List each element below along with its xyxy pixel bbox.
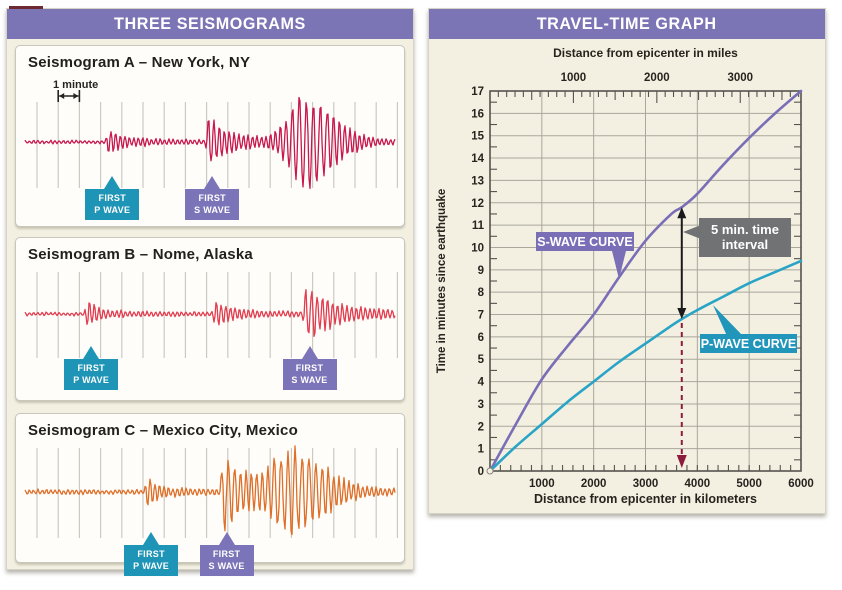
svg-text:10: 10 <box>471 242 484 254</box>
svg-text:1: 1 <box>478 444 485 456</box>
svg-text:14: 14 <box>471 153 484 165</box>
seismogram-trace <box>24 272 398 358</box>
seismogram-title: Seismogram A – New York, NY <box>28 54 251 71</box>
svg-text:Time in minutes since earthqua: Time in minutes since earthquake <box>436 189 448 374</box>
svg-text:8: 8 <box>478 287 485 299</box>
svg-text:15: 15 <box>471 131 484 143</box>
callout-label: FIRST S WAVE <box>199 545 254 577</box>
svg-text:3000: 3000 <box>727 72 753 84</box>
svg-text:5: 5 <box>478 354 485 366</box>
svg-text:S-WAVE CURVE: S-WAVE CURVE <box>537 235 632 249</box>
callout-pointer <box>83 346 100 359</box>
svg-text:4000: 4000 <box>685 478 711 490</box>
svg-text:0: 0 <box>478 466 484 478</box>
first-s-wave-callout: FIRST S WAVE <box>282 346 337 391</box>
svg-text:7: 7 <box>478 310 484 322</box>
seismogram-trace <box>24 445 398 538</box>
callout-pointer <box>143 532 160 545</box>
svg-text:12: 12 <box>471 198 484 210</box>
callout-label: FIRST S WAVE <box>185 189 240 221</box>
callout-pointer <box>104 176 121 189</box>
first-p-wave-callout: FIRST P WAVE <box>124 532 179 577</box>
svg-text:11: 11 <box>472 220 485 232</box>
callout-pointer <box>301 346 318 359</box>
svg-text:6: 6 <box>478 332 484 344</box>
svg-text:2: 2 <box>478 421 484 433</box>
callout-label: FIRST P WAVE <box>64 359 119 391</box>
callout-pointer <box>204 176 221 189</box>
svg-text:2000: 2000 <box>644 72 670 84</box>
seismogram-trace: 1 minute <box>24 79 398 190</box>
p-wave-curve <box>488 259 803 473</box>
callout-label: FIRST P WAVE <box>124 545 179 577</box>
svg-text:Distance from epicenter in kil: Distance from epicenter in kilometers <box>534 492 757 506</box>
callout-label: FIRST S WAVE <box>282 359 337 391</box>
svg-text:3000: 3000 <box>633 478 659 490</box>
seismograms-panel: THREE SEISMOGRAMS Seismogram A – New Yor… <box>6 6 414 577</box>
travel-time-header: TRAVEL-TIME GRAPH <box>429 9 825 39</box>
svg-text:1000: 1000 <box>561 72 587 84</box>
seismogram-card: Seismogram C – Mexico City, Mexico FIRST P… <box>15 413 405 577</box>
travel-time-graph: Distance from epicenter in miles 1000 2000… <box>436 46 814 506</box>
first-s-wave-callout: FIRST S WAVE <box>185 176 240 221</box>
svg-text:16: 16 <box>471 108 484 120</box>
travel-time-panel: TRAVEL-TIME GRAPH Distance from epicente… <box>428 8 826 514</box>
seismogram-title: Seismogram B – Nome, Alaska <box>28 246 253 263</box>
first-p-wave-callout: FIRST P WAVE <box>85 176 140 221</box>
svg-text:9: 9 <box>478 265 484 277</box>
svg-text:1 minute: 1 minute <box>53 79 98 91</box>
seismogram-title: Seismogram C – Mexico City, Mexico <box>28 422 298 439</box>
travel-time-title: TRAVEL-TIME GRAPH <box>537 14 717 33</box>
svg-text:1000: 1000 <box>529 478 555 490</box>
svg-text:5000: 5000 <box>736 478 762 490</box>
seismogram-card: Seismogram B – Nome, Alaska FIRST P WAVE FI… <box>15 237 405 401</box>
first-s-wave-callout: FIRST S WAVE <box>199 532 254 577</box>
svg-text:interval: interval <box>722 237 768 252</box>
svg-text:13: 13 <box>471 175 484 187</box>
svg-text:2000: 2000 <box>581 478 607 490</box>
seismograms-header: THREE SEISMOGRAMS <box>7 9 413 39</box>
svg-text:5 min. time: 5 min. time <box>711 222 779 237</box>
svg-text:6000: 6000 <box>788 478 814 490</box>
svg-text:P-WAVE CURVE: P-WAVE CURVE <box>701 337 796 351</box>
svg-text:3: 3 <box>478 399 484 411</box>
callout-label: FIRST P WAVE <box>85 189 140 221</box>
svg-text:4: 4 <box>478 377 485 389</box>
svg-text:Distance from epicenter in mil: Distance from epicenter in miles <box>553 46 738 60</box>
s-wave-curve <box>488 89 803 473</box>
seismogram-card: Seismogram A – New York, NY 1 minute FIRST… <box>15 45 405 227</box>
callout-pointer <box>218 532 235 545</box>
seismograms-title: THREE SEISMOGRAMS <box>114 14 306 33</box>
first-p-wave-callout: FIRST P WAVE <box>64 346 119 391</box>
svg-text:17: 17 <box>471 86 484 98</box>
